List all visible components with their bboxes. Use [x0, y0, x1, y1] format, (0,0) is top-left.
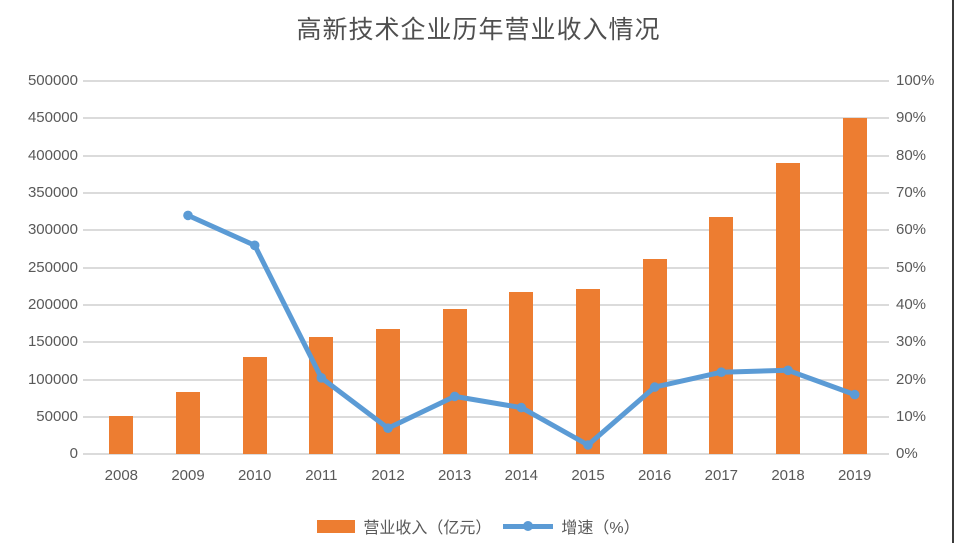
left-axis-tick-label: 200000 — [27, 295, 78, 313]
x-axis-tick-label: 2018 — [771, 467, 805, 484]
right-axis-tick-label: 10% — [896, 407, 927, 425]
x-axis-tick-label: 2010 — [237, 467, 272, 484]
right-axis-tick-label: 50% — [896, 258, 927, 276]
x-axis-tick-label: 2013 — [437, 467, 472, 484]
x-axis-tick-label: 2017 — [704, 467, 739, 484]
right-axis-tick-label: 0% — [896, 445, 918, 463]
right-axis-tick-label: 80% — [896, 146, 927, 164]
revenue-bar — [576, 288, 600, 455]
gridline — [83, 341, 889, 344]
x-axis-tick-label: 2015 — [571, 467, 605, 484]
left-axis-tick-label: 400000 — [27, 146, 78, 164]
gridline — [83, 80, 889, 82]
x-axis-tick-label: 2019 — [837, 467, 872, 484]
growth-legend-label: 增速（%） — [561, 520, 640, 537]
gridline — [83, 303, 889, 306]
gridline — [83, 154, 889, 157]
revenue-legend-swatch — [317, 519, 356, 533]
gridline — [83, 191, 889, 194]
left-axis-tick-label: 100000 — [27, 370, 78, 388]
revenue-bar — [442, 308, 467, 455]
x-axis-tick-label: 2016 — [637, 467, 672, 484]
chart-legend: 营业收入（亿元） 增速（%） — [0, 514, 957, 538]
revenue-bar — [309, 337, 334, 455]
revenue-bar — [109, 416, 134, 455]
left-axis-tick-label: 250000 — [27, 258, 78, 276]
revenue-bar — [242, 357, 267, 455]
left-axis-tick-label: 450000 — [27, 109, 78, 127]
revenue-bar — [509, 292, 534, 455]
x-axis-tick-label: 2008 — [104, 467, 139, 484]
right-axis-tick-label: 70% — [896, 183, 927, 201]
legend-item-revenue: 营业收入（亿元） — [317, 514, 491, 538]
left-axis-tick-label: 350000 — [27, 183, 78, 201]
left-axis-tick-label: 300000 — [27, 221, 78, 239]
right-axis-tick-label: 20% — [896, 370, 927, 388]
growth-legend-line-sample — [503, 521, 554, 531]
x-axis-tick-label: 2012 — [371, 467, 405, 484]
revenue-bar — [376, 328, 400, 455]
right-axis-tick-label: 100% — [896, 72, 935, 89]
x-axis-tick-label: 2014 — [504, 467, 539, 484]
x-axis-tick-label: 2009 — [171, 467, 205, 484]
gridline — [83, 117, 889, 120]
right-axis-tick-label: 40% — [896, 295, 927, 313]
growth-line-marker — [249, 240, 260, 251]
revenue-bar — [642, 259, 667, 455]
x-axis-tick-label: 2011 — [305, 467, 338, 484]
gridline — [83, 229, 889, 232]
revenue-legend-label: 营业收入（亿元） — [363, 520, 492, 537]
right-axis-tick-label: 30% — [896, 333, 927, 351]
revenue-bar — [709, 216, 734, 455]
revenue-bar — [776, 163, 800, 455]
gridline — [83, 415, 889, 418]
gridline — [83, 266, 889, 269]
left-axis-tick-label: 0 — [69, 445, 78, 463]
gridline — [83, 453, 889, 456]
chart-title: 高新技术企业历年营业收入情况 — [296, 17, 661, 44]
growth-line-marker — [183, 210, 193, 221]
revenue-bar — [842, 117, 867, 455]
gridline — [83, 378, 889, 381]
left-axis-tick-label: 50000 — [36, 407, 78, 425]
right-axis-tick-label: 90% — [896, 109, 927, 127]
left-axis-tick-label: 150000 — [27, 333, 78, 351]
right-axis-tick-label: 60% — [896, 221, 927, 239]
page-right-border-line — [952, 0, 954, 543]
growth-legend-marker-dot — [523, 521, 534, 531]
left-axis-tick-label: 500000 — [27, 72, 78, 89]
revenue-bar — [176, 392, 200, 455]
legend-item-growth: 增速（%） — [503, 514, 640, 538]
